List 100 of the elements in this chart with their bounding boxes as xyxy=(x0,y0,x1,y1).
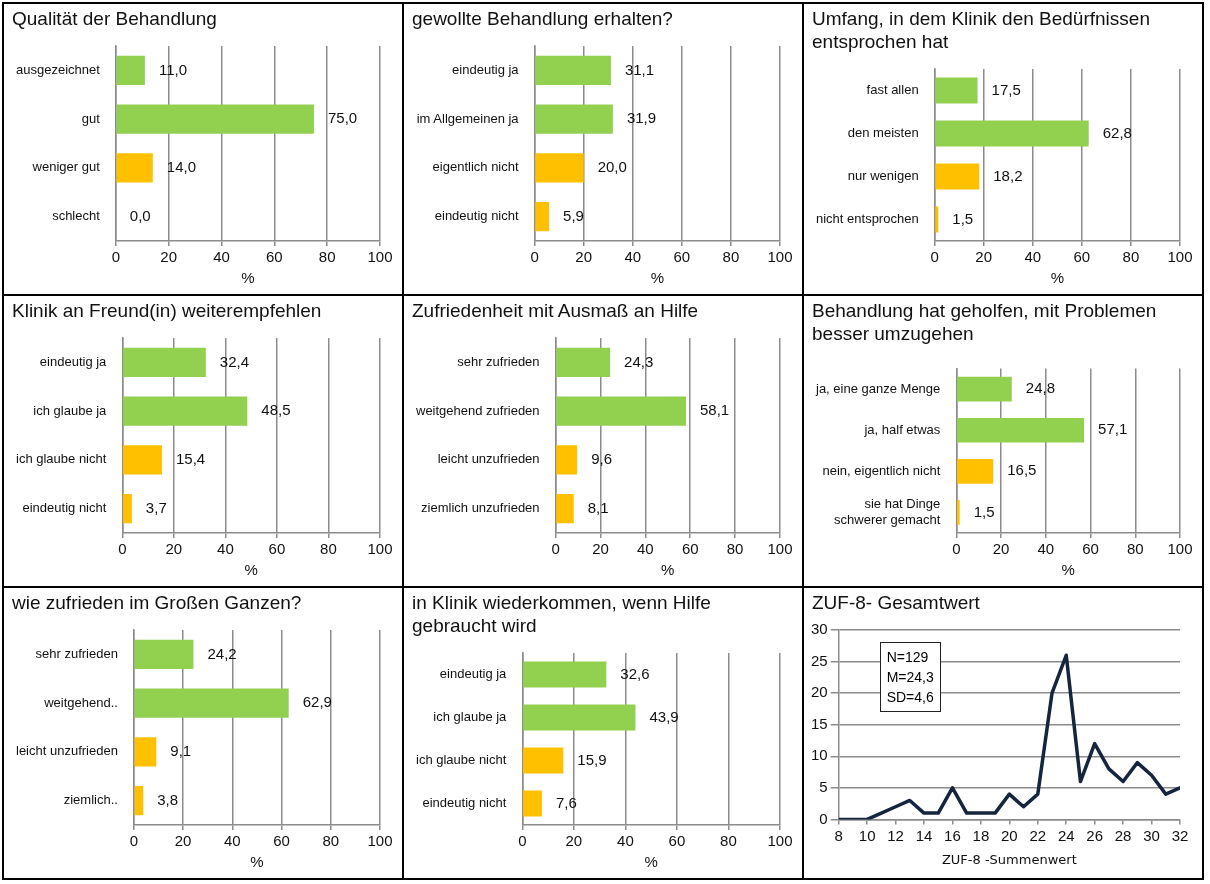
y-tick-label: 5 xyxy=(819,777,828,795)
data-label: 31,9 xyxy=(626,109,657,127)
chart-title: Umfang, in dem Klinik den Bedürfnissen entsprochen hat xyxy=(811,7,1151,53)
data-label: 5,9 xyxy=(563,206,584,224)
data-label: 24,2 xyxy=(207,644,237,662)
y-tick-label: ja, eine ganze Menge xyxy=(815,380,941,396)
data-label: 8,1 xyxy=(587,498,609,516)
x-tick-label: 100 xyxy=(367,832,393,850)
x-tick-label: 18 xyxy=(972,826,990,844)
x-tick-label: 20 xyxy=(160,248,178,266)
data-label: 24,8 xyxy=(1025,379,1055,397)
chart-title: Klinik an Freund(in) weiterempfehlen xyxy=(11,299,323,322)
y-tick-label: 25 xyxy=(811,651,828,669)
x-tick-label: 40 xyxy=(1024,248,1042,266)
annotation: N=129 xyxy=(886,648,930,667)
x-tick-label: 0 xyxy=(551,540,560,558)
data-label: 62,9 xyxy=(302,693,332,711)
x-tick-label: 100 xyxy=(1167,540,1193,558)
x-tick-label: 40 xyxy=(1037,540,1055,558)
x-tick-label: 40 xyxy=(617,832,634,850)
data-label: 3,8 xyxy=(157,790,179,808)
annotation: M=24,3 xyxy=(886,668,934,687)
chart-title: Qualität der Behandlung xyxy=(11,7,218,30)
y-tick-label: nicht entsprochen xyxy=(816,211,919,227)
x-axis-title: % xyxy=(650,269,664,287)
y-tick-label: 0 xyxy=(819,809,828,827)
x-tick-label: 80 xyxy=(322,832,340,850)
data-label: 11,0 xyxy=(158,60,187,78)
x-tick-label: 20 xyxy=(975,248,993,266)
data-label: 62,8 xyxy=(1102,123,1132,141)
y-tick-label: 20 xyxy=(811,683,828,701)
x-tick-label: 40 xyxy=(637,540,654,558)
x-tick-label: 100 xyxy=(767,832,793,850)
y-tick-label: eindeutig ja xyxy=(39,353,108,369)
x-axis-title: % xyxy=(1061,561,1075,579)
annotation: SD=4,6 xyxy=(886,688,934,707)
x-tick-label: 80 xyxy=(726,540,744,558)
y-tick-label: ich glaube nicht xyxy=(416,752,507,768)
y-tick-label: eindeutig nicht xyxy=(434,208,519,224)
y-tick-label: ich glaube ja xyxy=(433,709,508,725)
data-label: 15,9 xyxy=(577,750,607,768)
data-label: 17,5 xyxy=(991,80,1021,98)
x-tick-label: 60 xyxy=(668,832,686,850)
x-tick-label: 24 xyxy=(1057,826,1075,844)
data-label: 16,5 xyxy=(1007,461,1037,479)
data-label: 32,4 xyxy=(219,352,250,370)
x-tick-label: 22 xyxy=(1029,826,1047,844)
x-tick-label: 20 xyxy=(565,832,583,850)
x-axis-title: % xyxy=(244,561,258,579)
x-tick-label: 20 xyxy=(174,832,192,850)
y-tick-label: ausgezeichnet xyxy=(16,61,101,77)
y-tick-label: im Allgemeinen ja xyxy=(416,110,520,126)
chart-title: gewollte Behandlung erhalten? xyxy=(411,7,674,30)
data-label: 9,1 xyxy=(170,742,192,760)
x-tick-label: 100 xyxy=(367,540,393,558)
data-label: 57,1 xyxy=(1098,420,1128,438)
y-tick-label: eindeutig nicht xyxy=(422,795,507,811)
x-tick-label: 8 xyxy=(834,826,843,844)
data-label: 24,3 xyxy=(624,352,654,370)
y-tick-label: eindeutig ja xyxy=(452,61,520,77)
chart-title: ZUF-8- Gesamtwert xyxy=(811,591,981,614)
x-axis-title: % xyxy=(250,853,264,871)
x-axis-title: % xyxy=(241,269,255,287)
x-tick-label: 60 xyxy=(1082,540,1099,558)
x-tick-label: 100 xyxy=(1167,248,1193,266)
chart-title: Behandlung hat geholfen, mit Problemen besser umzugehen xyxy=(811,299,1158,345)
x-tick-label: 80 xyxy=(320,540,337,558)
x-tick-label: 100 xyxy=(767,540,793,558)
data-label: 18,2 xyxy=(993,166,1023,184)
x-tick-label: 20 xyxy=(575,248,593,266)
y-tick-label: den meisten xyxy=(847,125,919,141)
y-tick-label: eindeutig nicht xyxy=(22,500,107,516)
y-tick-label: ziemlich unzufrieden xyxy=(421,500,540,516)
x-axis-title: % xyxy=(661,561,675,579)
y-tick-label: gut xyxy=(81,110,101,126)
y-tick-label: ziemlich.. xyxy=(63,792,118,808)
data-label: 48,5 xyxy=(261,401,291,419)
x-tick-label: 60 xyxy=(1073,248,1091,266)
x-tick-label: 26 xyxy=(1086,826,1104,844)
x-tick-label: 60 xyxy=(273,832,290,850)
x-tick-label: 30 xyxy=(1143,826,1160,844)
x-tick-label: 60 xyxy=(681,540,699,558)
data-label: 15,4 xyxy=(176,450,206,468)
x-tick-label: 0 xyxy=(129,832,139,850)
x-tick-label: 14 xyxy=(915,826,933,844)
y-tick-label: eigentlich nicht xyxy=(432,159,519,175)
y-tick-label: 10 xyxy=(811,746,828,764)
x-tick-label: 40 xyxy=(213,248,230,266)
data-label: 1,5 xyxy=(973,502,995,520)
x-axis-title: ZUF-8 -Summenwert xyxy=(941,851,1077,867)
data-label: 3,7 xyxy=(145,498,167,516)
x-tick-label: 16 xyxy=(944,826,961,844)
x-tick-label: 100 xyxy=(767,248,793,266)
x-tick-label: 20 xyxy=(1001,826,1018,844)
x-tick-label: 80 xyxy=(722,248,740,266)
y-tick-label: sehr zufrieden xyxy=(457,353,540,369)
x-tick-label: 80 xyxy=(1126,540,1144,558)
y-tick-label: sie hat Dinge schwerer gemacht xyxy=(834,496,941,527)
data-label: 75,0 xyxy=(327,109,358,127)
y-tick-label: ich glaube ja xyxy=(33,402,108,418)
